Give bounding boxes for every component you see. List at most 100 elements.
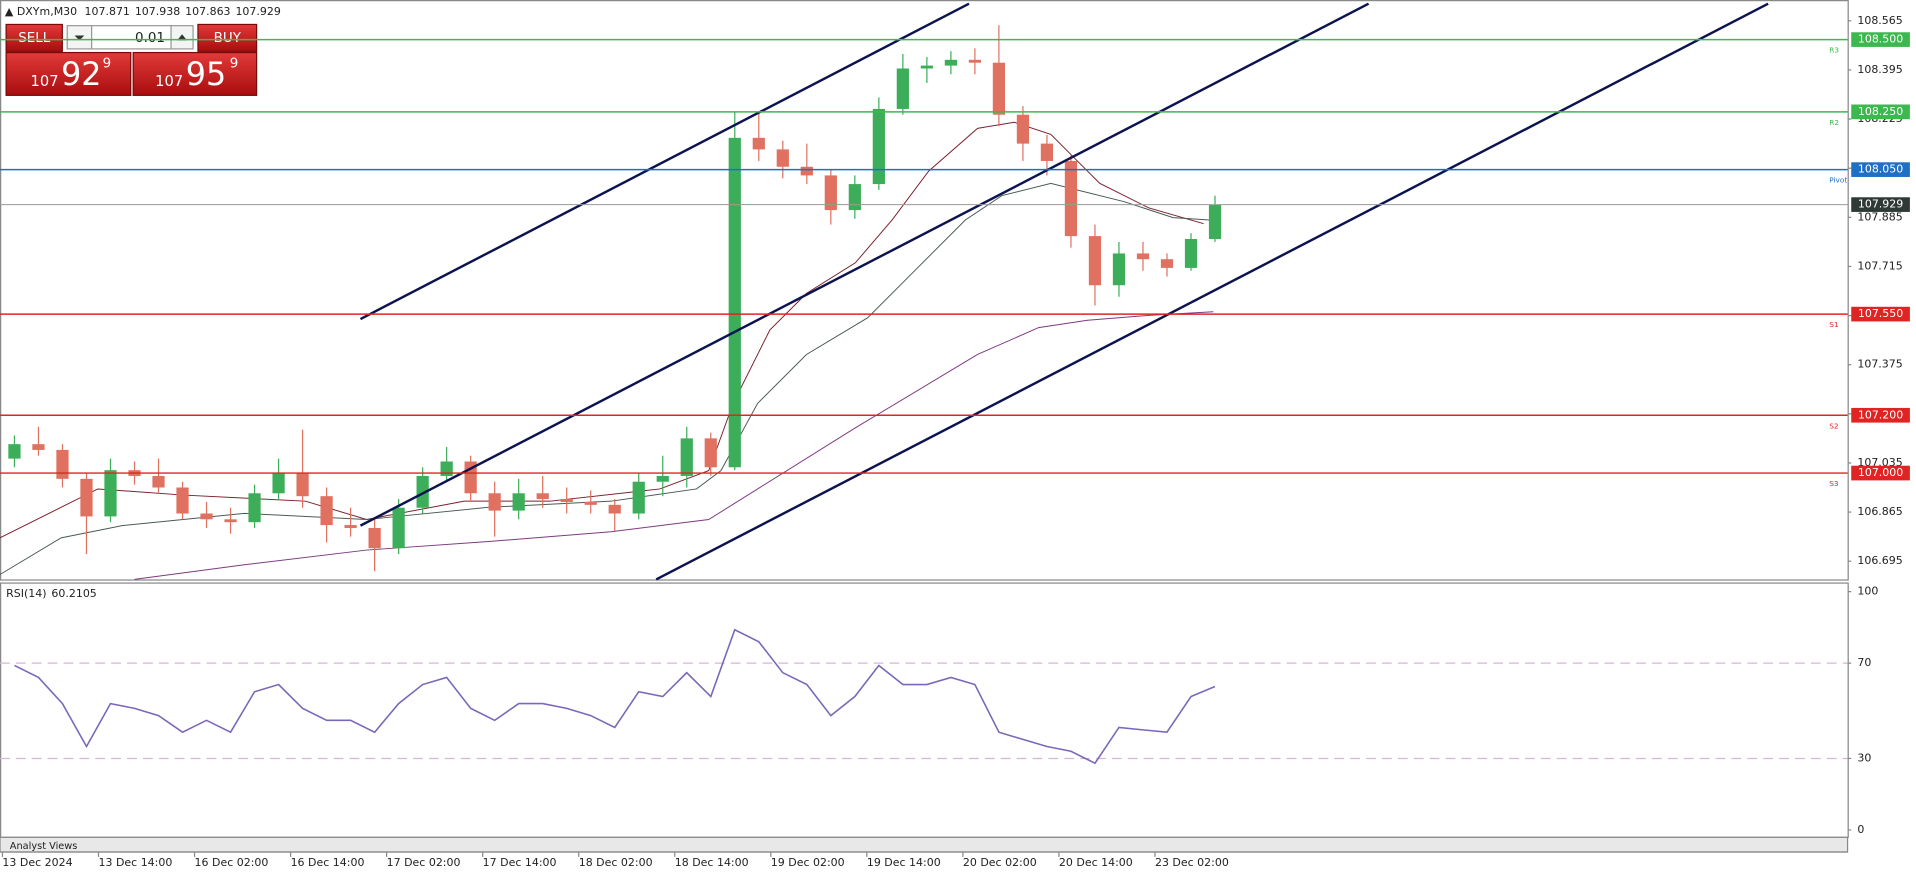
level-price-box <box>1851 306 1910 322</box>
channel-line-upper <box>359 2 970 321</box>
level-price-label: 108.500 <box>1858 33 1903 46</box>
candle-body <box>1184 238 1198 268</box>
level-price-box <box>1851 162 1910 177</box>
rsi-line <box>14 628 1216 765</box>
candle-body <box>1112 253 1126 286</box>
candle-body <box>1040 143 1054 161</box>
y-tick-label: 108.565 <box>1857 14 1902 27</box>
candle-body <box>392 507 405 549</box>
candle-body <box>344 525 357 528</box>
symbol: DXYm,M30 <box>17 5 77 18</box>
moving-average-slow <box>134 311 1214 580</box>
candle-body <box>1088 236 1102 286</box>
candle-body <box>536 493 549 500</box>
x-tick-label: 13 Dec 14:00 <box>98 856 172 869</box>
lot-up-arrow <box>177 34 187 41</box>
buy-button[interactable] <box>197 23 258 52</box>
x-tick-label: 17 Dec 02:00 <box>387 856 461 869</box>
ask-box[interactable] <box>132 51 258 96</box>
candle-body <box>752 137 765 150</box>
channel-line-middle <box>359 2 1370 527</box>
x-tick-label: 17 Dec 14:00 <box>483 856 557 869</box>
channel-line-lower <box>655 2 1769 581</box>
candle-body <box>152 475 165 488</box>
candle-body <box>1208 204 1222 239</box>
level-price-label: 108.250 <box>1858 105 1903 118</box>
y-tick-label: 107.375 <box>1857 358 1902 371</box>
pivot-level-name: Pivot <box>1829 176 1847 185</box>
rsi-current: 60.2105 <box>51 587 96 600</box>
pivot-level-name: R2 <box>1829 118 1839 127</box>
header-arrow: ▲ <box>5 5 17 18</box>
candle-body <box>8 444 21 459</box>
level-price-box <box>1851 104 1910 120</box>
candle-body <box>824 175 837 211</box>
rsi-title: RSI(14) 60.2105 <box>6 587 97 600</box>
candle-body <box>1160 259 1174 268</box>
candle-body <box>848 184 861 211</box>
ask-main: 95 <box>186 57 226 93</box>
x-tick-label: 16 Dec 02:00 <box>195 856 269 869</box>
candle-body <box>992 62 1006 115</box>
level-price-label: 107.550 <box>1858 307 1903 320</box>
candle-body <box>608 504 621 514</box>
y-tick-label: 100 <box>1857 585 1878 598</box>
level-price-label: 107.200 <box>1858 408 1903 421</box>
pivot-level-name: S2 <box>1829 421 1838 430</box>
candle-body <box>56 449 69 479</box>
tab-bar <box>0 836 1849 853</box>
candle-body <box>704 438 717 468</box>
candle-body <box>632 481 645 514</box>
candle-body <box>176 487 189 514</box>
candles <box>8 25 1222 572</box>
candle-body <box>680 438 693 476</box>
y-tick-label: 107.885 <box>1857 210 1902 223</box>
tab-label[interactable]: Analyst Views <box>10 841 78 852</box>
candle-body <box>776 149 789 167</box>
x-tick-label: 18 Dec 02:00 <box>579 856 653 869</box>
candle-body <box>200 513 213 520</box>
candle-body <box>512 493 525 511</box>
candle-body <box>896 68 909 109</box>
y-tick-label: 107.035 <box>1857 456 1902 469</box>
y-tick-label: 108.395 <box>1857 63 1902 76</box>
candle-body <box>104 470 117 517</box>
buy-label: BUY <box>214 31 242 46</box>
pivot-level-name: S3 <box>1829 479 1839 488</box>
header-open: 107.871 <box>85 5 130 18</box>
candle-body <box>872 108 885 185</box>
y-tick-label: 106.695 <box>1857 554 1902 567</box>
candle-body <box>224 519 237 523</box>
x-tick-label: 19 Dec 14:00 <box>867 856 941 869</box>
price-panel-frame <box>0 0 1849 581</box>
x-tick-label: 20 Dec 14:00 <box>1059 856 1133 869</box>
ask-pip: 9 <box>230 57 239 72</box>
moving-average-fast <box>0 121 1204 539</box>
sell-label: SELL <box>18 31 51 46</box>
candle-body <box>1136 253 1150 260</box>
x-tick-label: 23 Dec 02:00 <box>1155 856 1229 869</box>
last-price-box <box>1851 197 1910 212</box>
x-tick-label: 20 Dec 02:00 <box>963 856 1037 869</box>
x-tick-label: 19 Dec 02:00 <box>771 856 845 869</box>
lot-value: 0.01 <box>135 31 165 46</box>
candle-body <box>32 444 45 450</box>
candle-body <box>272 473 285 494</box>
rsi-name: RSI(14) <box>6 587 46 600</box>
candle-body <box>800 166 813 176</box>
pivot-level-name: R3 <box>1829 46 1839 55</box>
candle-body <box>248 493 261 523</box>
sell-button[interactable] <box>5 23 63 52</box>
candle-body <box>80 478 93 517</box>
y-tick-label: 0 <box>1857 823 1864 836</box>
candle-body <box>320 496 333 526</box>
header-low: 107.863 <box>185 5 230 18</box>
x-tick-label: 13 Dec 2024 <box>2 856 72 869</box>
candle-body <box>416 475 429 508</box>
bid-big: 107 <box>31 73 59 90</box>
header-close: 107.929 <box>235 5 280 18</box>
bid-box[interactable] <box>5 51 132 96</box>
candle-body <box>488 493 501 511</box>
